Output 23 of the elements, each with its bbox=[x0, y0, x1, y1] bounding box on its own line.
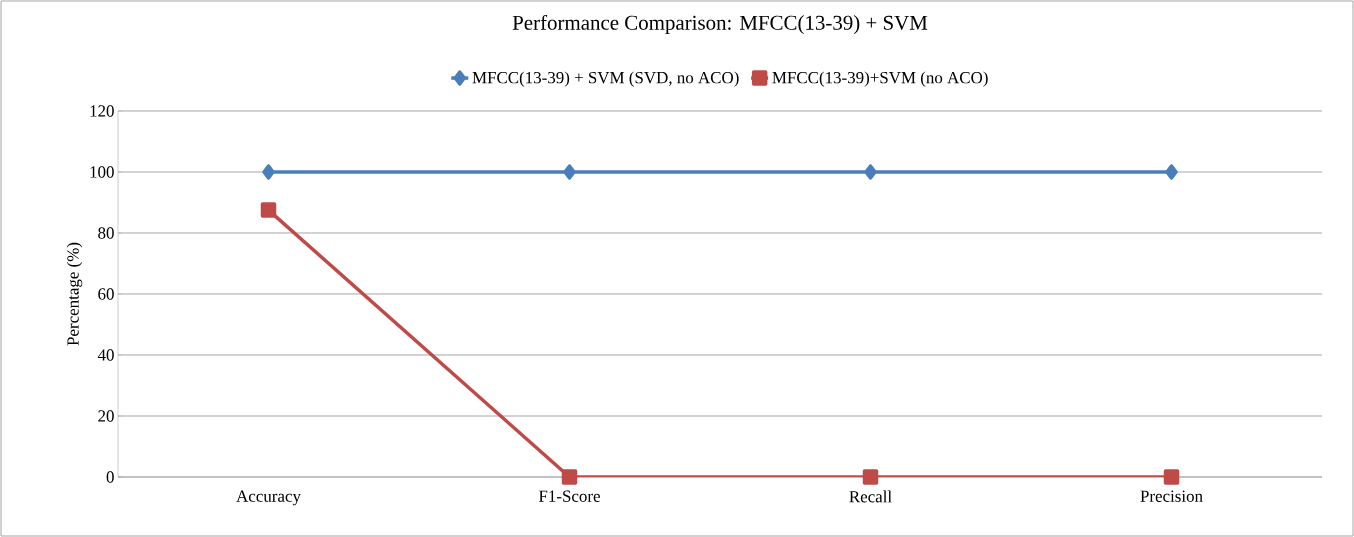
y-tick-label: 80 bbox=[98, 227, 114, 239]
point bbox=[260, 202, 277, 218]
y-tick-label: 0 bbox=[106, 471, 114, 483]
point bbox=[864, 164, 877, 180]
point bbox=[563, 164, 576, 180]
y-tick-label: 100 bbox=[90, 166, 114, 178]
x-tick-label: F1-Score bbox=[538, 490, 600, 502]
point bbox=[561, 469, 578, 485]
x-tick-label: Recall bbox=[849, 490, 892, 503]
y-axis-title: Percentage (%) bbox=[66, 242, 83, 346]
y-tick-label: 60 bbox=[98, 288, 114, 300]
point bbox=[862, 469, 879, 485]
chart-title: Performance Comparison: MFCC(13-39) + SVM bbox=[512, 14, 928, 35]
y-tick-label: 20 bbox=[98, 410, 114, 422]
legend-label: MFCC(13-39)+SVM (no ACO) bbox=[772, 71, 988, 87]
x-tick-label: Precision bbox=[1140, 490, 1203, 502]
point bbox=[262, 164, 275, 180]
x-tick-label: Accuracy bbox=[236, 490, 301, 506]
point bbox=[1165, 164, 1178, 180]
y-tick-label: 40 bbox=[97, 349, 114, 361]
legend-label: MFCC(13-39) + SVM (SVD, no ACO) bbox=[472, 71, 739, 87]
point bbox=[1163, 469, 1180, 485]
y-tick-label: 120 bbox=[90, 105, 114, 117]
